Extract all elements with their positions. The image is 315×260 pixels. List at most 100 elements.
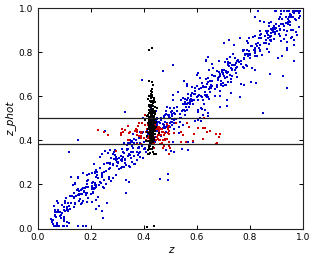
Point <box>102 129 107 133</box>
Point <box>149 136 154 140</box>
Point <box>151 141 156 145</box>
Point <box>246 36 251 40</box>
Point <box>150 120 155 125</box>
Point <box>162 131 167 135</box>
Point <box>151 131 156 135</box>
Point <box>288 36 293 40</box>
Point <box>148 142 153 146</box>
Point <box>144 135 149 139</box>
Point <box>116 160 121 164</box>
Point <box>141 147 146 151</box>
Point <box>150 110 155 114</box>
Point <box>245 41 250 45</box>
Point <box>216 135 221 139</box>
Point <box>133 128 138 133</box>
Point <box>146 152 152 156</box>
Point <box>200 136 205 141</box>
Point <box>150 116 155 120</box>
Point <box>94 183 99 187</box>
Point <box>236 58 241 62</box>
Point <box>246 49 251 53</box>
Point <box>65 209 70 213</box>
Point <box>266 21 271 25</box>
Point <box>127 152 132 156</box>
Point <box>279 12 284 16</box>
Point <box>122 165 127 169</box>
Point <box>275 29 280 33</box>
Point <box>170 112 175 116</box>
Point <box>158 177 163 181</box>
Point <box>292 17 297 21</box>
Point <box>152 111 157 115</box>
Point <box>284 21 289 25</box>
Point <box>168 110 173 114</box>
Point <box>151 109 156 113</box>
Point <box>250 44 255 48</box>
Point <box>95 170 100 174</box>
Point <box>155 129 160 133</box>
Point <box>149 140 154 144</box>
Point <box>102 149 107 153</box>
Point <box>295 9 300 13</box>
Point <box>225 98 230 102</box>
Point <box>225 60 230 64</box>
Point <box>280 22 285 26</box>
Point <box>88 192 93 196</box>
Point <box>281 74 286 78</box>
Point <box>60 203 65 207</box>
Point <box>252 54 257 58</box>
Point <box>131 141 136 145</box>
Point <box>108 156 113 160</box>
Point <box>293 30 298 34</box>
Point <box>176 125 181 129</box>
Point <box>128 130 133 134</box>
Point <box>54 221 59 225</box>
Point <box>160 142 165 146</box>
Point <box>295 33 300 37</box>
Point <box>80 224 85 228</box>
Point <box>148 132 153 136</box>
Point <box>127 153 132 157</box>
Point <box>292 43 297 47</box>
Point <box>150 99 155 103</box>
Point <box>217 132 222 136</box>
Point <box>142 140 147 144</box>
Point <box>179 116 184 120</box>
Point <box>200 107 205 111</box>
Point <box>63 196 68 200</box>
Point <box>151 98 156 102</box>
Point <box>141 155 146 160</box>
Point <box>65 208 70 212</box>
Point <box>148 120 153 124</box>
Point <box>149 126 154 130</box>
Point <box>153 109 158 113</box>
Point <box>129 150 134 154</box>
Point <box>195 107 200 112</box>
Point <box>242 53 247 57</box>
Point <box>134 127 139 131</box>
Point <box>163 120 168 125</box>
Point <box>159 134 164 138</box>
Point <box>232 63 237 67</box>
Point <box>127 179 132 184</box>
Point <box>291 9 296 13</box>
Point <box>64 207 69 211</box>
Point <box>171 131 176 135</box>
Point <box>152 152 157 156</box>
Point <box>165 113 170 118</box>
Point <box>149 127 154 131</box>
Point <box>147 126 152 131</box>
Point <box>155 128 160 133</box>
Point <box>277 15 282 19</box>
Point <box>272 27 278 31</box>
Point <box>246 52 251 56</box>
Point <box>225 71 230 75</box>
Point <box>166 131 171 135</box>
Point <box>84 185 89 189</box>
Point <box>190 139 195 143</box>
Point <box>107 166 112 170</box>
Point <box>79 188 84 192</box>
Point <box>144 138 149 142</box>
Point <box>147 135 152 139</box>
Point <box>104 168 109 173</box>
